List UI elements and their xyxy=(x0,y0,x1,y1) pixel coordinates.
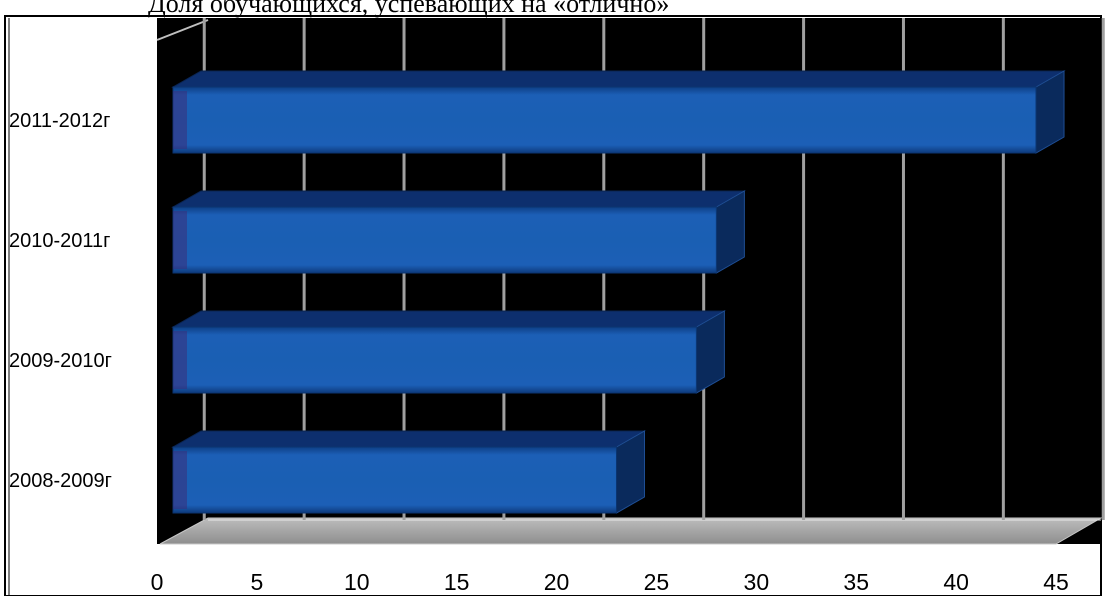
x-axis-tick-labels: 0 5 10 15 20 25 30 35 40 45 xyxy=(151,569,1069,595)
x-tick-label: 35 xyxy=(843,569,869,595)
bar-top-face xyxy=(171,190,747,208)
category-label: 2010-2011г xyxy=(9,230,110,252)
bar-front-face xyxy=(172,326,697,394)
x-tick-label: 0 xyxy=(151,569,164,595)
bar-left-shade xyxy=(173,451,187,509)
bar-left-shade xyxy=(173,331,187,389)
category-label: 2011-2012г xyxy=(9,110,110,132)
bar-front-face xyxy=(172,86,1037,154)
x-tick-label: 40 xyxy=(943,569,969,595)
chart-floor xyxy=(159,517,1103,545)
x-tick-label: 25 xyxy=(644,569,670,595)
x-tick-label: 20 xyxy=(544,569,570,595)
bar-top-face xyxy=(171,310,727,328)
bar xyxy=(171,310,727,394)
x-tick-label: 5 xyxy=(250,569,263,595)
category-label: 2009-2010г xyxy=(9,350,112,372)
bar-top-face xyxy=(171,430,647,448)
x-tick-label: 10 xyxy=(344,569,370,595)
bar xyxy=(171,70,1066,154)
bar-left-shade xyxy=(173,91,187,149)
x-tick-label: 30 xyxy=(744,569,770,595)
chart-title: Доля обучающихся, успевающих на «отлично… xyxy=(148,0,669,18)
bar-front-face xyxy=(172,446,617,514)
bar-top-face xyxy=(171,70,1066,88)
bar xyxy=(171,430,647,514)
category-label: 2008-2009г xyxy=(9,470,112,492)
bars xyxy=(171,70,1066,514)
bar-front-face xyxy=(172,206,717,274)
category-labels: 2008-2009г 2009-2010г 2010-2011г 2011-2012г xyxy=(9,110,112,492)
bar xyxy=(171,190,747,274)
bar-left-shade xyxy=(173,211,187,269)
wall-edge xyxy=(156,19,209,41)
x-tick-label: 15 xyxy=(444,569,470,595)
x-tick-label: 45 xyxy=(1043,569,1069,595)
